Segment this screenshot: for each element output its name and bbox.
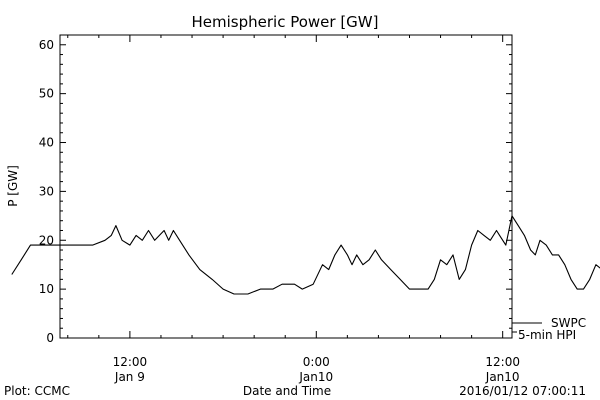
x-tick-label-date: Jan10	[298, 370, 333, 384]
x-tick-label-time: 12:00	[113, 355, 148, 369]
footer-left: Plot: CCMC	[4, 384, 70, 398]
x-axis-label: Date and Time	[243, 384, 331, 398]
y-tick-label: 0	[46, 331, 54, 345]
x-tick-label-time: 12:00	[485, 355, 520, 369]
data-layer	[11, 215, 600, 295]
y-tick-label: 40	[39, 136, 54, 150]
legend-hpi-label: 5-min HPI	[518, 328, 576, 342]
plot-frame	[59, 34, 513, 339]
footer-right: 2016/01/12 07:00:11	[459, 384, 586, 398]
y-axis: 0 10 20 30 40 50 60	[39, 38, 512, 345]
x-tick-label-date: Jan10	[485, 370, 520, 384]
y-axis-label: P [GW]	[6, 165, 20, 207]
legend-swpc-label: SWPC	[551, 316, 586, 330]
y-tick-label: 20	[39, 233, 54, 247]
x-tick-label-time: 0:00	[303, 355, 330, 369]
series-line	[11, 215, 600, 295]
x-tick-label-date: Jan 9	[114, 370, 145, 384]
y-tick-label: 10	[39, 282, 54, 296]
chart-title: Hemispheric Power [GW]	[192, 13, 379, 31]
y-tick-label: 50	[39, 87, 54, 101]
y-tick-label: 30	[39, 184, 54, 198]
legend: SWPC 5-min HPI	[512, 316, 586, 342]
y-tick-label: 60	[39, 38, 54, 52]
